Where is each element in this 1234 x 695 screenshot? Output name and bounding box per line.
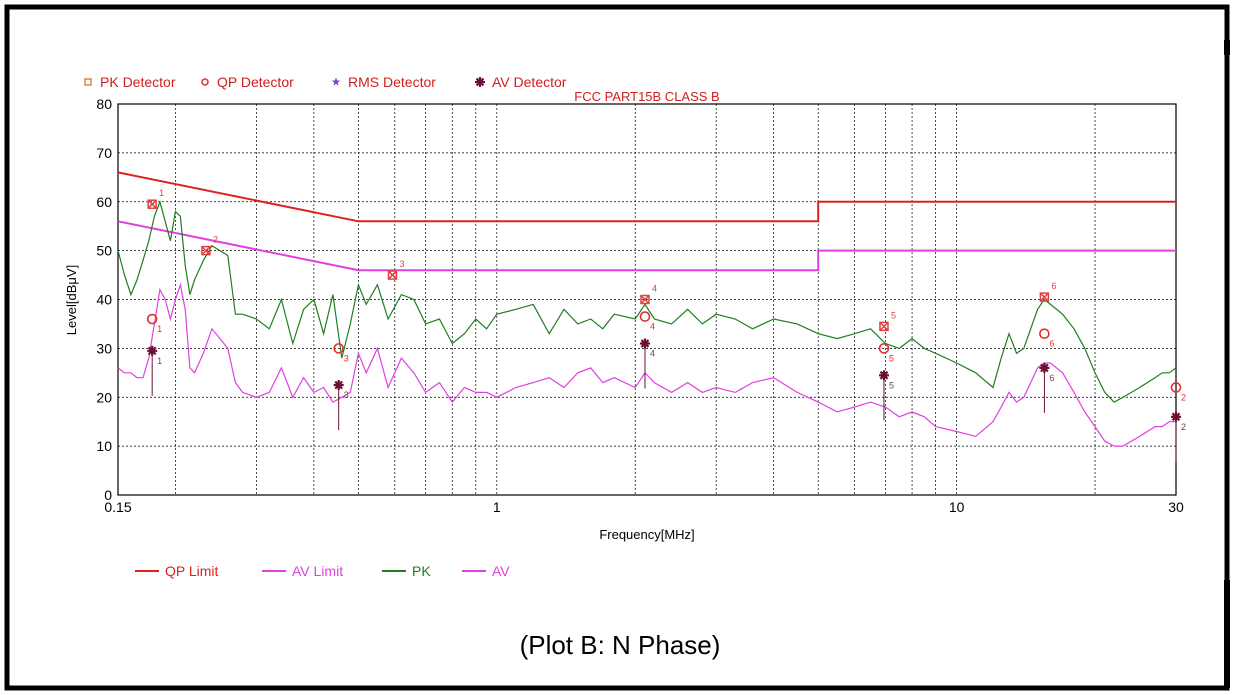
right-edge-bar-top <box>1224 40 1230 55</box>
qp-limit-line <box>117 171 1176 223</box>
av-marker <box>147 345 158 356</box>
pk-marker-label: 1 <box>159 188 164 198</box>
pk-marker-cross <box>1039 292 1049 302</box>
y-tick-label: 0 <box>104 487 112 503</box>
av-marker <box>1039 362 1050 373</box>
qp-marker-label: 2 <box>1181 392 1186 402</box>
y-tick-label: 60 <box>96 194 112 210</box>
qp-marker <box>1170 382 1182 393</box>
x-tick-labels: 0.15 1 10 30 <box>104 499 1184 515</box>
pk-marker-cross <box>201 246 211 256</box>
qp-marker <box>878 343 890 354</box>
qp-marker-label: 5 <box>889 353 894 363</box>
pk-marker-label: 4 <box>652 284 657 294</box>
outer-border <box>4 4 1230 691</box>
av-detector-legend-icon <box>475 77 485 87</box>
legend-label: AV <box>492 563 510 579</box>
qp-marker-label: 4 <box>650 322 655 332</box>
pk-marker <box>879 321 889 332</box>
av-marker-label: 5 <box>889 380 894 390</box>
detector-legend-label: PK Detector <box>100 74 176 90</box>
detector-legend-label: RMS Detector <box>348 74 436 90</box>
pk-marker <box>387 270 398 280</box>
qp-detector-legend-icon <box>201 78 209 86</box>
x-tick-label: 10 <box>949 499 965 515</box>
pk-marker-label: 2 <box>213 235 218 245</box>
y-tick-label: 50 <box>96 243 112 259</box>
limit-lines <box>117 171 1176 272</box>
qp-marker-label: 6 <box>1049 339 1054 349</box>
x-tick-label: 0.15 <box>104 499 131 515</box>
detector-legend-label: AV Detector <box>492 74 567 90</box>
qp-marker-label: 1 <box>157 324 162 334</box>
pk-marker-cross <box>879 321 889 331</box>
pk-marker-label: 5 <box>891 310 896 320</box>
av-marker <box>639 338 651 349</box>
av-limit-line <box>117 220 1176 272</box>
av-marker-label: 1 <box>157 356 162 366</box>
y-tick-label: 70 <box>96 145 112 161</box>
pk-marker-cross <box>387 270 398 280</box>
qp-marker <box>146 313 158 325</box>
y-tick-label: 30 <box>96 340 112 356</box>
rms-detector-legend-icon <box>331 77 341 86</box>
legend-label: PK <box>412 563 431 579</box>
pk-marker-label: 3 <box>399 259 404 269</box>
qp-marker-label: 3 <box>344 353 349 363</box>
av-marker-label: 6 <box>1049 373 1054 383</box>
pk-detector-legend-icon <box>84 78 92 86</box>
plot-area-border <box>117 103 1177 496</box>
av-marker <box>1171 411 1181 422</box>
y-tick-label: 40 <box>96 292 112 308</box>
legend-label: AV Limit <box>292 563 343 579</box>
pk-marker <box>147 199 157 209</box>
av-marker-label: 4 <box>650 348 655 358</box>
detector-markers: 1 2 3 4 5 6 1 3 4 5 6 2 1 3 4 5 6 2 <box>146 188 1186 462</box>
av-marker-label: 3 <box>344 390 349 400</box>
av-marker-label: 2 <box>1181 422 1186 432</box>
av-marker <box>333 379 344 391</box>
legend-label: QP Limit <box>165 563 219 579</box>
qp-marker <box>639 311 651 322</box>
y-tick-label: 20 <box>96 389 112 405</box>
pk-marker-cross <box>147 199 157 209</box>
pk-marker <box>1039 292 1050 302</box>
y-tick-label: 80 <box>96 96 112 112</box>
series-legend: QP Limit AV Limit PK AV <box>135 563 510 579</box>
plot-caption: (Plot B: N Phase) <box>520 630 721 660</box>
pk-marker-label: 6 <box>1051 281 1056 291</box>
pk-marker <box>640 294 650 305</box>
av-series-line <box>117 282 1176 447</box>
y-tick-label: 10 <box>96 438 112 454</box>
y-axis-label: Level[dBμV] <box>64 265 79 335</box>
x-axis-label: Frequency[MHz] <box>599 527 694 542</box>
qp-marker <box>333 343 345 354</box>
pk-marker <box>201 245 211 256</box>
detector-legend-label: QP Detector <box>217 74 294 90</box>
y-tick-labels: 0 10 20 30 40 50 60 70 80 <box>96 96 112 503</box>
detector-legend: PK Detector QP Detector RMS Detector AV Det… <box>84 74 567 90</box>
chart-title: FCC PART15B CLASS B <box>574 89 719 104</box>
pk-marker-cross <box>640 294 650 305</box>
grid <box>118 104 1176 495</box>
x-tick-label: 1 <box>493 499 501 515</box>
av-marker <box>878 370 890 381</box>
right-edge-bar-bottom <box>1224 580 1230 688</box>
qp-marker <box>1039 328 1050 340</box>
x-tick-label: 30 <box>1168 499 1184 515</box>
